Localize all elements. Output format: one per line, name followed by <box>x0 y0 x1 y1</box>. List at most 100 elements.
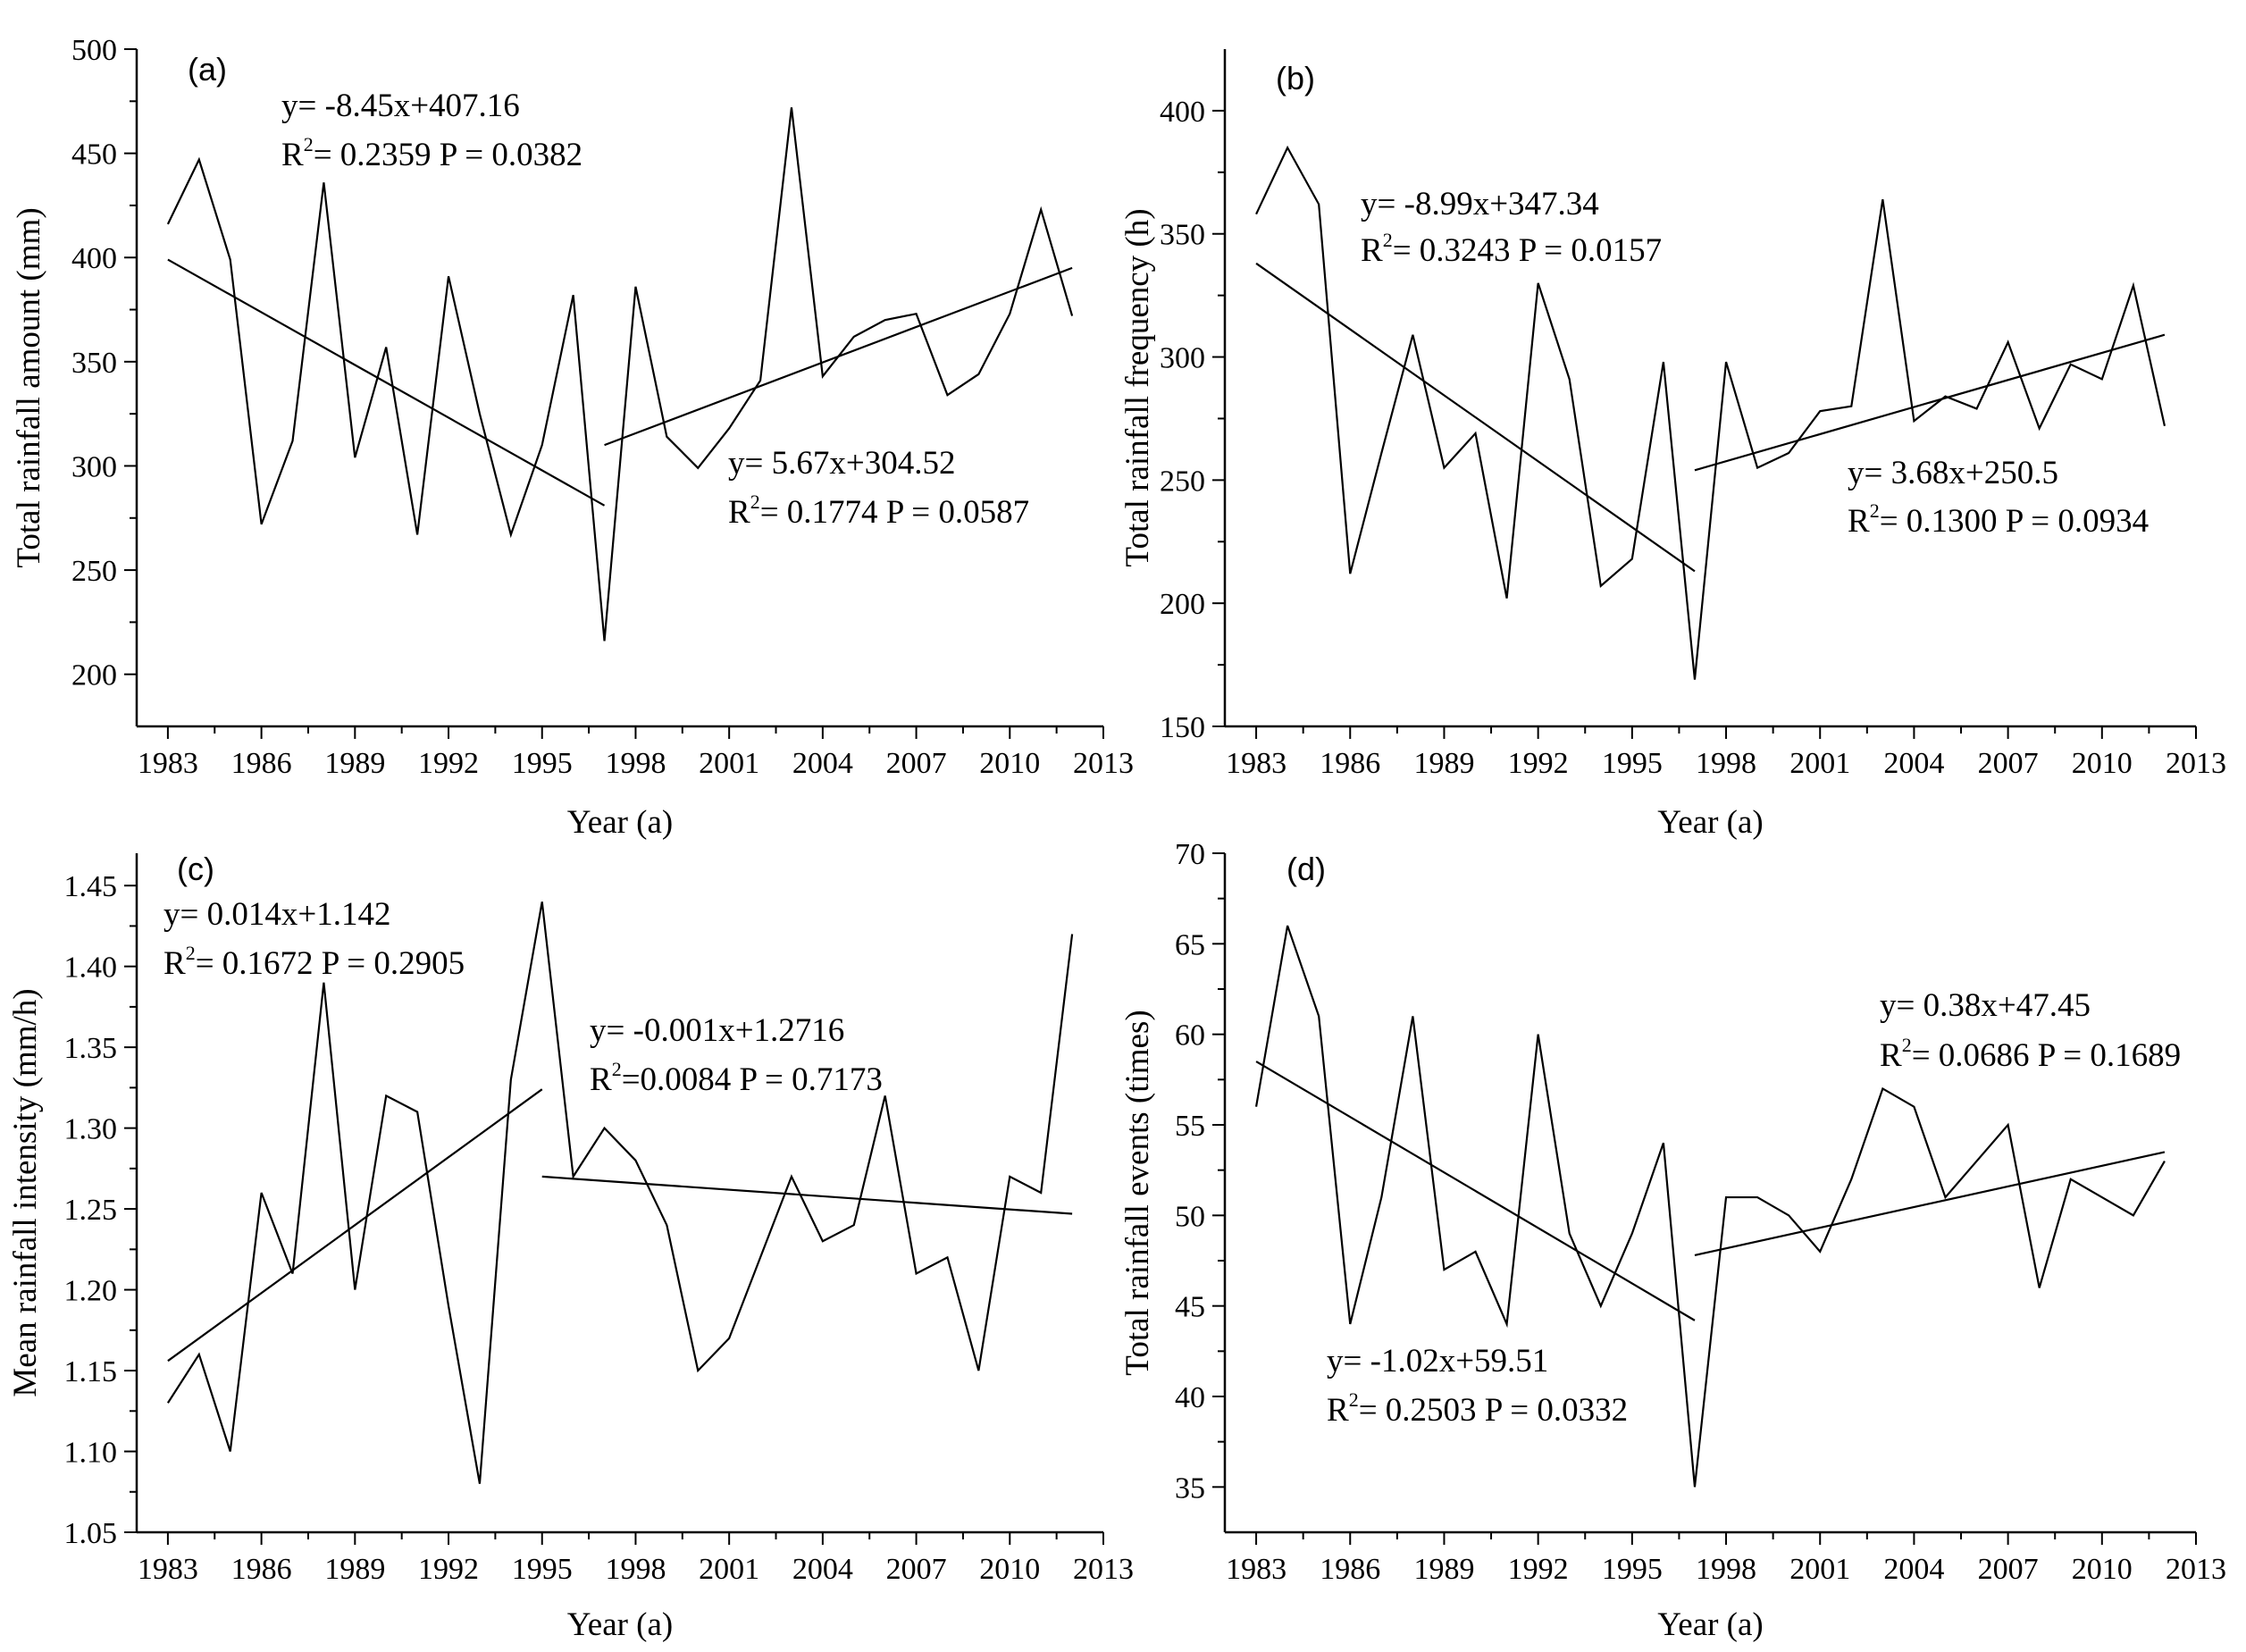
y-tick-label: 70 <box>1175 838 1205 871</box>
y-tick-label: 55 <box>1175 1110 1205 1143</box>
x-tick-label: 2007 <box>1978 747 2039 780</box>
regression-stats: R2= 0.1672 P = 0.2905 <box>163 942 465 982</box>
y-tick-label: 1.15 <box>64 1355 118 1388</box>
x-tick-label: 2007 <box>1978 1553 2039 1586</box>
series-line <box>166 107 1074 642</box>
regression-equation: y= 0.38x+47.45 <box>1880 987 2091 1024</box>
y-tick-label: 300 <box>1160 342 1205 375</box>
series-line <box>1255 145 2166 680</box>
x-tick-label: 2010 <box>2072 1553 2133 1586</box>
chart-panel-4: 1983 1986 1989 1992 1995 1998 2001 2004 2007 2010… <box>1119 838 2226 1643</box>
y-axis-title: Total rainfall events (times) <box>1119 1010 1156 1375</box>
y-tick-label: 45 <box>1175 1291 1205 1324</box>
regression-equation: y= -0.001x+1.2716 <box>590 1012 844 1049</box>
trend-line-1 <box>1255 262 1696 573</box>
y-tick-label: 1.25 <box>64 1194 118 1227</box>
x-tick-label: 2010 <box>979 1553 1040 1586</box>
y-tick-label: 1.10 <box>64 1437 118 1470</box>
x-tick-label: 2004 <box>792 1553 853 1586</box>
y-tick-label: 35 <box>1175 1472 1205 1505</box>
x-tick-label: 1998 <box>1696 1553 1756 1586</box>
x-axis-title: Year (a) <box>1657 1606 1764 1643</box>
trend-line-1 <box>167 1088 543 1363</box>
y-axis-title: Mean rainfall intensity (mm/h) <box>7 988 44 1396</box>
x-tick-label: 1998 <box>605 747 666 780</box>
x-tick-label: 1995 <box>512 1553 573 1586</box>
x-tick-label: 2007 <box>886 747 947 780</box>
x-tick-label: 1995 <box>1602 747 1663 780</box>
regression-stats: R2= 0.1300 P = 0.0934 <box>1848 499 2149 540</box>
y-axis-title: Total rainfall amount (mm) <box>11 207 47 567</box>
regression-stats: R2= 0.3243 P = 0.0157 <box>1361 229 1662 269</box>
y-tick-label: 450 <box>71 138 117 172</box>
y-tick-label: 200 <box>71 659 117 692</box>
y-tick-label: 50 <box>1175 1200 1205 1233</box>
y-tick-label: 1.35 <box>64 1032 118 1065</box>
x-axis-title: Year (a) <box>567 1606 674 1643</box>
x-tick-label: 1995 <box>512 747 573 780</box>
regression-equation: y= 0.014x+1.142 <box>163 896 390 933</box>
y-tick-label: 400 <box>71 242 117 275</box>
panel-label: (c) <box>177 851 214 887</box>
series-line <box>1254 925 2166 1488</box>
chart-panel-1: 1983 1986 1989 1992 1995 1998 2001 2004 2007 2010… <box>11 34 1134 841</box>
x-tick-label: 2013 <box>2166 1553 2226 1586</box>
trend-line-2 <box>604 266 1073 447</box>
x-tick-label: 2001 <box>1789 1553 1850 1586</box>
regression-stats: R2= 0.1774 P = 0.0587 <box>728 491 1029 531</box>
x-tick-label: 1989 <box>1413 747 1474 780</box>
y-tick-label: 40 <box>1175 1381 1205 1414</box>
x-tick-label: 1989 <box>1413 1553 1474 1586</box>
regression-equation: y= -1.02x+59.51 <box>1327 1343 1548 1379</box>
y-tick-label: 500 <box>71 34 117 67</box>
trend-line-2 <box>541 1175 1073 1215</box>
regression-stats: R2= 0.2359 P = 0.0382 <box>281 133 582 173</box>
trend-line-2 <box>1694 1151 2166 1256</box>
x-tick-label: 2010 <box>979 747 1040 780</box>
trend-line-2 <box>1694 333 2166 472</box>
x-tick-label: 2007 <box>886 1553 947 1586</box>
y-tick-label: 200 <box>1160 588 1205 621</box>
regression-stats: R2=0.0084 P = 0.7173 <box>590 1058 883 1098</box>
y-tick-label: 1.45 <box>64 870 118 903</box>
y-tick-label: 300 <box>71 450 117 483</box>
x-tick-label: 2013 <box>2166 747 2226 780</box>
x-tick-label: 2001 <box>1789 747 1850 780</box>
regression-equation: y= -8.45x+407.16 <box>281 88 520 124</box>
x-tick-label: 2004 <box>1883 747 1944 780</box>
y-tick-label: 150 <box>1160 711 1205 744</box>
y-tick-label: 250 <box>1160 465 1205 498</box>
y-tick-label: 1.30 <box>64 1113 118 1146</box>
y-tick-label: 1.05 <box>64 1517 118 1550</box>
x-tick-label: 2001 <box>699 747 759 780</box>
regression-equation: y= 5.67x+304.52 <box>728 445 955 482</box>
x-tick-label: 2013 <box>1073 1553 1134 1586</box>
chart-panel-3: 1983 1986 1989 1992 1995 1998 2001 2004 2007 2010… <box>7 851 1134 1643</box>
x-tick-label: 2001 <box>699 1553 759 1586</box>
x-tick-label: 1983 <box>138 747 198 780</box>
y-tick-label: 250 <box>71 555 117 588</box>
x-tick-label: 1992 <box>418 1553 479 1586</box>
x-tick-label: 1992 <box>1508 1553 1569 1586</box>
regression-stats: R2= 0.2503 P = 0.0332 <box>1327 1388 1628 1429</box>
trend-line-1 <box>167 258 606 507</box>
y-tick-label: 350 <box>1160 219 1205 252</box>
panel-label: (d) <box>1286 851 1326 887</box>
y-tick-label: 350 <box>71 347 117 380</box>
regression-stats: R2= 0.0686 P = 0.1689 <box>1880 1034 2181 1074</box>
x-tick-label: 1983 <box>138 1553 198 1586</box>
series-line <box>166 901 1074 1484</box>
trend-line-1 <box>1255 1061 1696 1321</box>
panel-label: (b) <box>1276 60 1315 96</box>
regression-equation: y= 3.68x+250.5 <box>1848 455 2058 491</box>
x-tick-label: 1989 <box>324 747 385 780</box>
y-tick-label: 60 <box>1175 1019 1205 1052</box>
regression-equation: y= -8.99x+347.34 <box>1361 186 1599 222</box>
x-tick-label: 1986 <box>1320 1553 1380 1586</box>
x-tick-label: 1998 <box>605 1553 666 1586</box>
y-tick-label: 65 <box>1175 928 1205 961</box>
x-tick-label: 1983 <box>1226 747 1286 780</box>
x-tick-label: 2004 <box>1883 1553 1944 1586</box>
x-tick-label: 2004 <box>792 747 853 780</box>
